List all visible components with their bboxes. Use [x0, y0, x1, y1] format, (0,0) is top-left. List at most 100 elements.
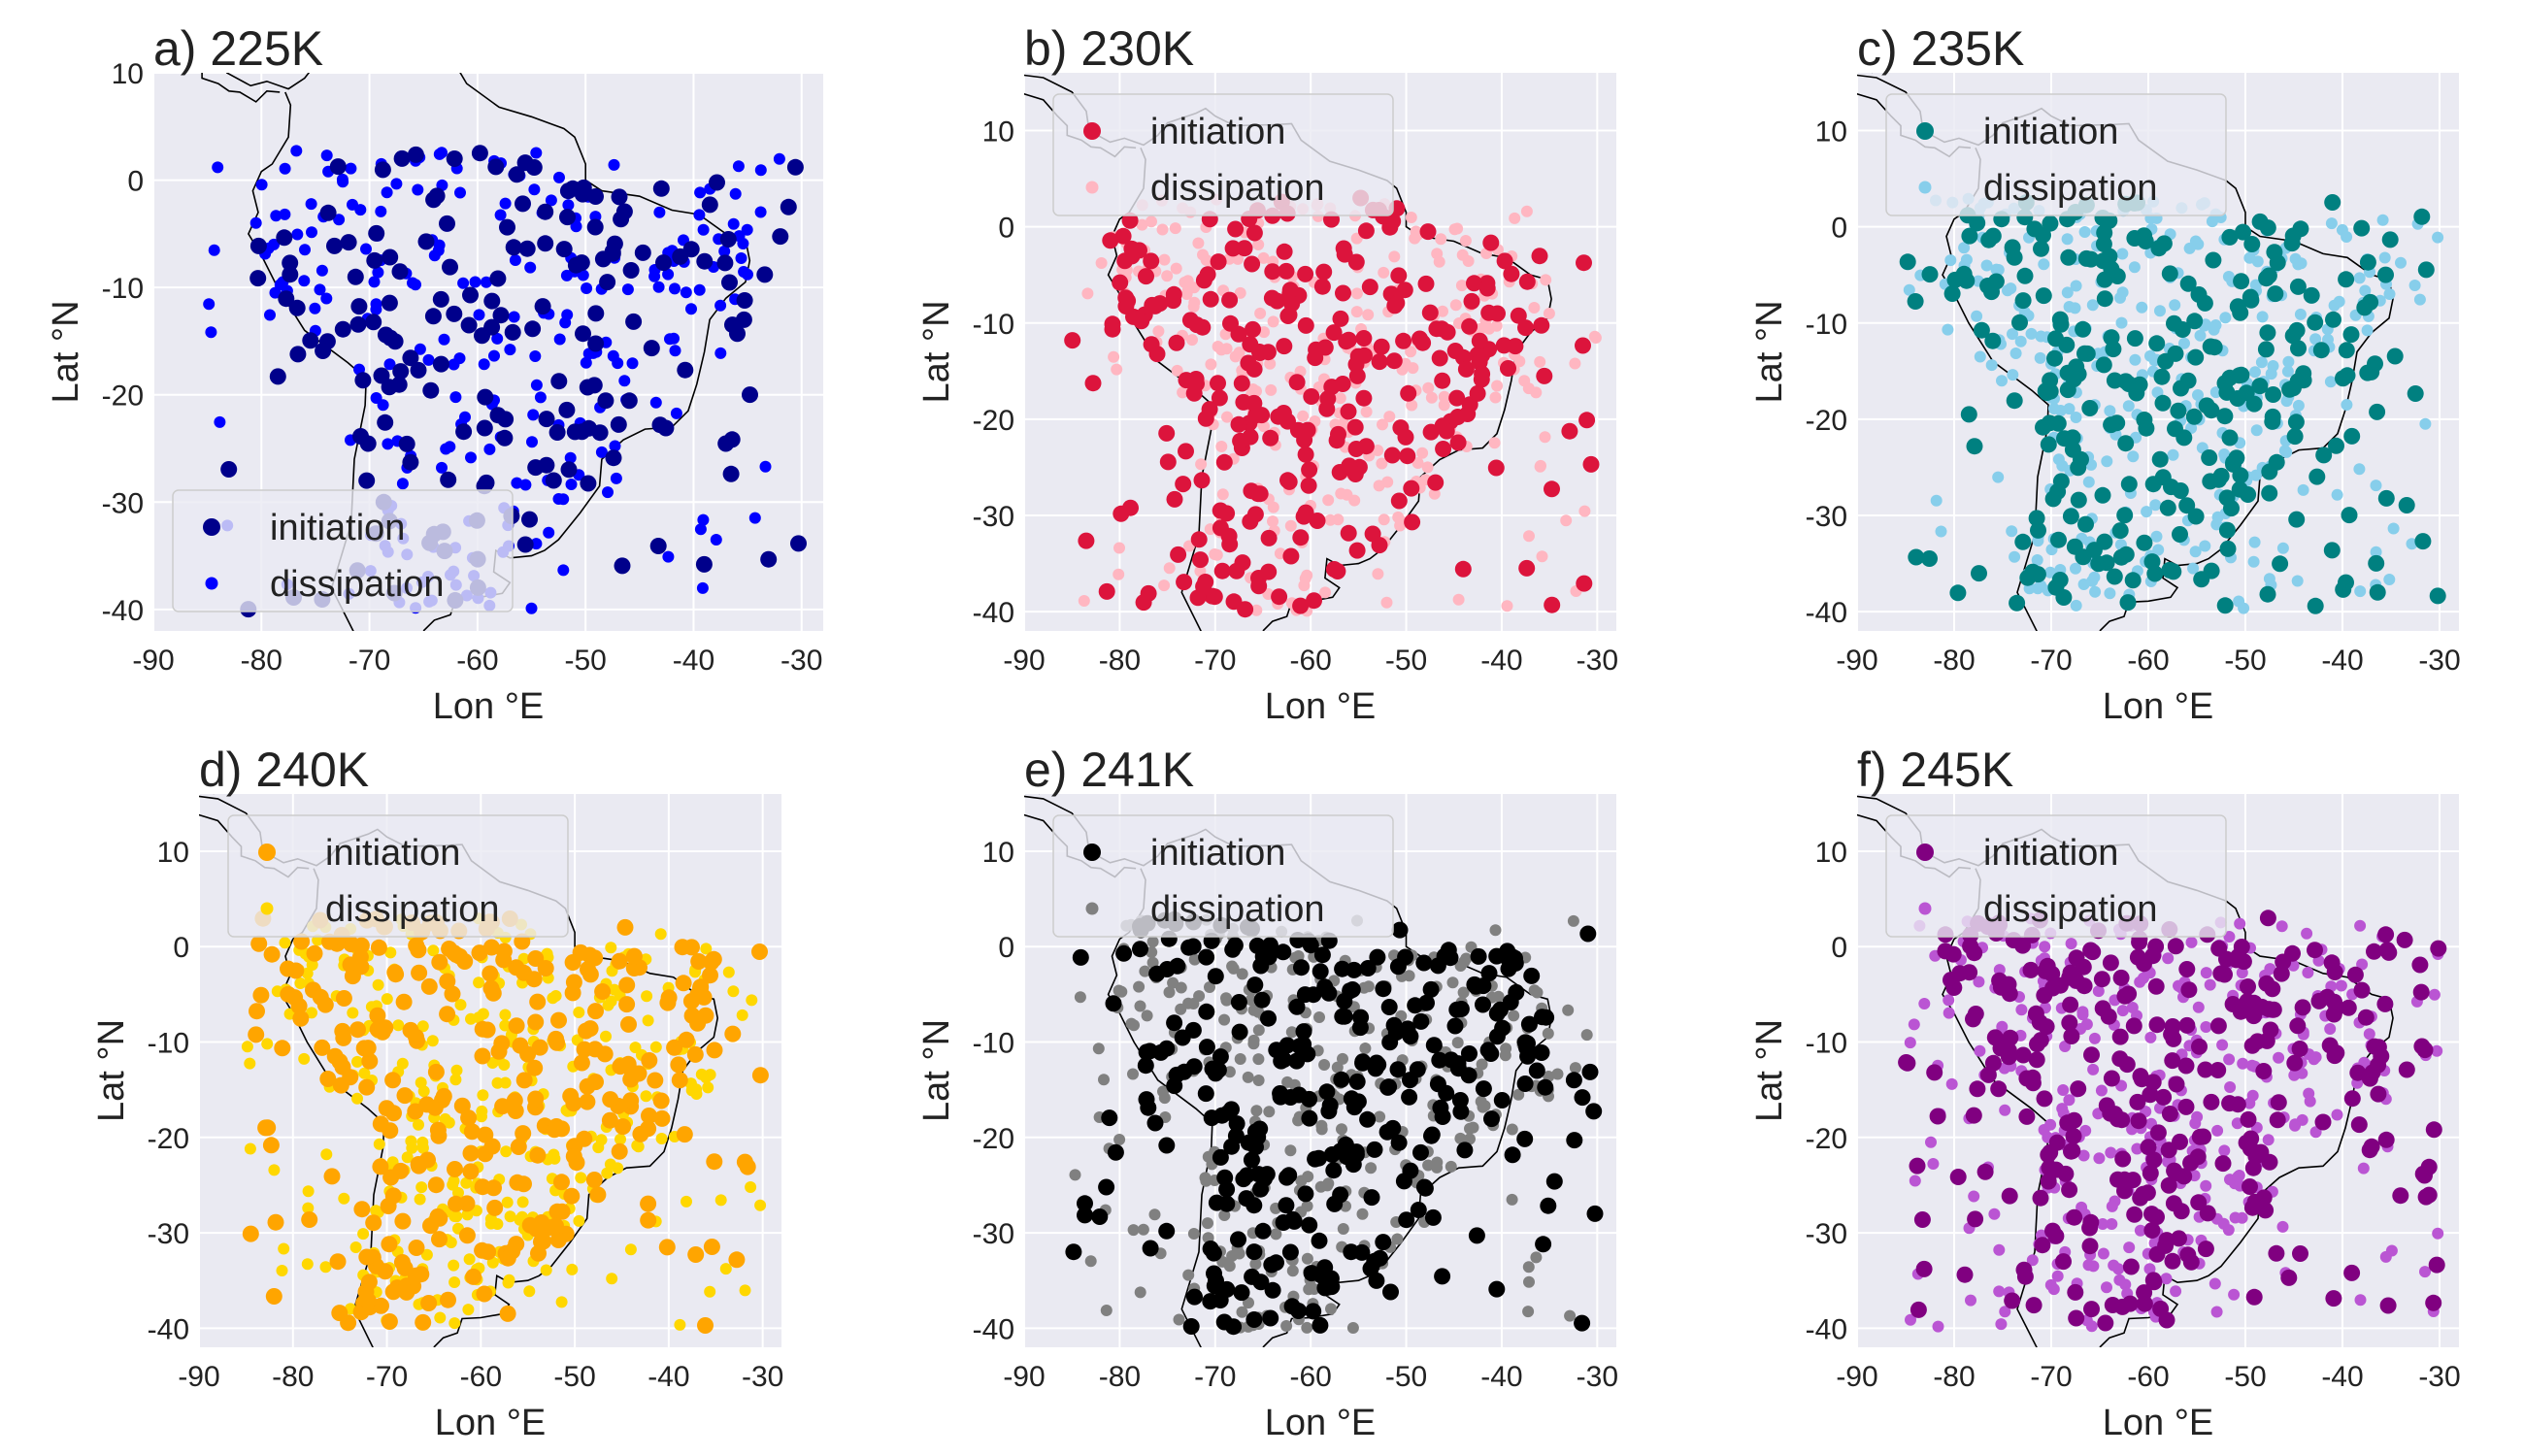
y-tick-label: -10: [973, 309, 1014, 341]
scatter-point-initiation: [1222, 314, 1239, 332]
scatter-point-dissipation: [1438, 399, 1450, 412]
scatter-point-initiation: [2290, 340, 2307, 357]
scatter-point-initiation: [1926, 1064, 1943, 1081]
scatter-point-dissipation: [1377, 418, 1388, 431]
scatter-point-initiation: [1899, 253, 1916, 271]
x-tick-label: -90: [1003, 1361, 1045, 1393]
scatter-point-initiation: [1533, 1044, 1550, 1061]
scatter-point-dissipation: [2160, 1273, 2173, 1285]
scatter-point-initiation: [1242, 513, 1259, 530]
scatter-point-initiation: [1319, 390, 1337, 408]
scatter-point-initiation: [410, 942, 427, 959]
scatter-point-dissipation: [1161, 270, 1174, 282]
legend-box: [227, 814, 569, 938]
y-tick-label: -40: [102, 595, 144, 627]
scatter-point-initiation: [1165, 285, 1182, 303]
y-tick-label: 0: [1831, 932, 1847, 964]
scatter-point-dissipation: [1250, 385, 1262, 397]
x-tick-label: -80: [241, 645, 282, 677]
scatter-point-initiation: [2240, 486, 2257, 503]
scatter-point-dissipation: [696, 581, 709, 594]
scatter-point-dissipation: [714, 1194, 727, 1207]
scatter-point-initiation: [280, 985, 297, 1003]
x-tick-label: -60: [1289, 1361, 1331, 1393]
scatter-point-initiation: [2269, 1111, 2286, 1129]
scatter-point-dissipation: [320, 292, 333, 305]
scatter-point-initiation: [495, 943, 513, 960]
scatter-point-initiation: [2161, 1106, 2178, 1122]
scatter-point-initiation: [2425, 1121, 2442, 1139]
scatter-point-initiation: [558, 401, 576, 418]
scatter-point-initiation: [372, 1158, 389, 1175]
scatter-point-initiation: [476, 419, 493, 437]
scatter-point-initiation: [756, 266, 774, 283]
scatter-point-initiation: [2216, 375, 2234, 392]
scatter-point-dissipation: [680, 286, 692, 299]
legend-marker-initiation: [258, 844, 276, 861]
scatter-point-initiation: [2265, 1001, 2282, 1018]
scatter-point-initiation: [703, 1239, 720, 1255]
scatter-point-initiation: [465, 1268, 482, 1285]
scatter-point-initiation: [377, 1019, 394, 1037]
scatter-point-dissipation: [704, 1285, 716, 1298]
scatter-point-initiation: [504, 323, 521, 341]
scatter-point-dissipation: [1265, 383, 1278, 396]
scatter-point-initiation: [1461, 1045, 1478, 1062]
scatter-point-initiation: [739, 1158, 756, 1175]
scatter-point-initiation: [393, 149, 411, 167]
scatter-point-dissipation: [2387, 522, 2400, 535]
scatter-point-dissipation: [1388, 949, 1400, 962]
scatter-point-initiation: [2261, 1153, 2278, 1171]
scatter-point-dissipation: [2413, 293, 2426, 306]
x-tick-label: -50: [1385, 1361, 1427, 1393]
scatter-point-initiation: [329, 158, 347, 176]
scatter-point-dissipation: [573, 1007, 585, 1018]
scatter-point-dissipation: [1301, 1252, 1313, 1265]
scatter-point-initiation: [381, 379, 398, 396]
scatter-point-initiation: [2280, 1269, 2298, 1286]
scatter-point-dissipation: [1284, 1144, 1297, 1157]
scatter-point-dissipation: [299, 244, 311, 256]
scatter-point-dissipation: [1137, 1223, 1149, 1236]
scatter-point-dissipation: [2104, 405, 2116, 417]
scatter-point-initiation: [1221, 536, 1239, 553]
scatter-point-initiation: [1305, 1303, 1322, 1320]
scatter-point-initiation: [1585, 1103, 1603, 1120]
scatter-point-initiation: [2265, 386, 2282, 403]
scatter-point-initiation: [2307, 314, 2324, 331]
scatter-point-initiation: [352, 428, 369, 445]
scatter-point-initiation: [2140, 1139, 2157, 1156]
scatter-point-initiation: [446, 944, 463, 962]
scatter-point-dissipation: [2097, 1218, 2109, 1230]
scatter-point-dissipation: [2292, 399, 2305, 412]
scatter-point-dissipation: [1362, 309, 1375, 321]
scatter-point-dissipation: [203, 298, 216, 311]
scatter-point-initiation: [2257, 341, 2275, 358]
scatter-point-initiation: [2027, 1005, 2044, 1022]
scatter-point-dissipation: [1158, 253, 1171, 266]
scatter-point-dissipation: [662, 268, 675, 281]
scatter-point-dissipation: [401, 1151, 414, 1164]
scatter-point-dissipation: [1567, 914, 1579, 927]
scatter-point-initiation: [2060, 248, 2077, 266]
scatter-point-dissipation: [1249, 1258, 1262, 1271]
scatter-point-dissipation: [2199, 540, 2211, 552]
scatter-point-initiation: [2167, 420, 2183, 438]
scatter-point-dissipation: [368, 276, 381, 288]
scatter-point-initiation: [2307, 597, 2324, 614]
scatter-point-dissipation: [1315, 1123, 1328, 1136]
y-tick-label: -10: [1806, 1028, 1847, 1060]
scatter-point-initiation: [292, 1009, 310, 1027]
scatter-point-initiation: [643, 340, 660, 357]
scatter-point-initiation: [2037, 382, 2054, 400]
scatter-point-initiation: [2386, 347, 2404, 365]
scatter-point-dissipation: [1930, 494, 1943, 507]
scatter-point-dissipation: [499, 1009, 512, 1021]
scatter-point-initiation: [1336, 1008, 1353, 1025]
scatter-point-dissipation: [2216, 1039, 2229, 1051]
scatter-point-initiation: [611, 1142, 628, 1160]
scatter-point-dissipation: [436, 147, 448, 159]
scatter-point-initiation: [411, 964, 428, 981]
